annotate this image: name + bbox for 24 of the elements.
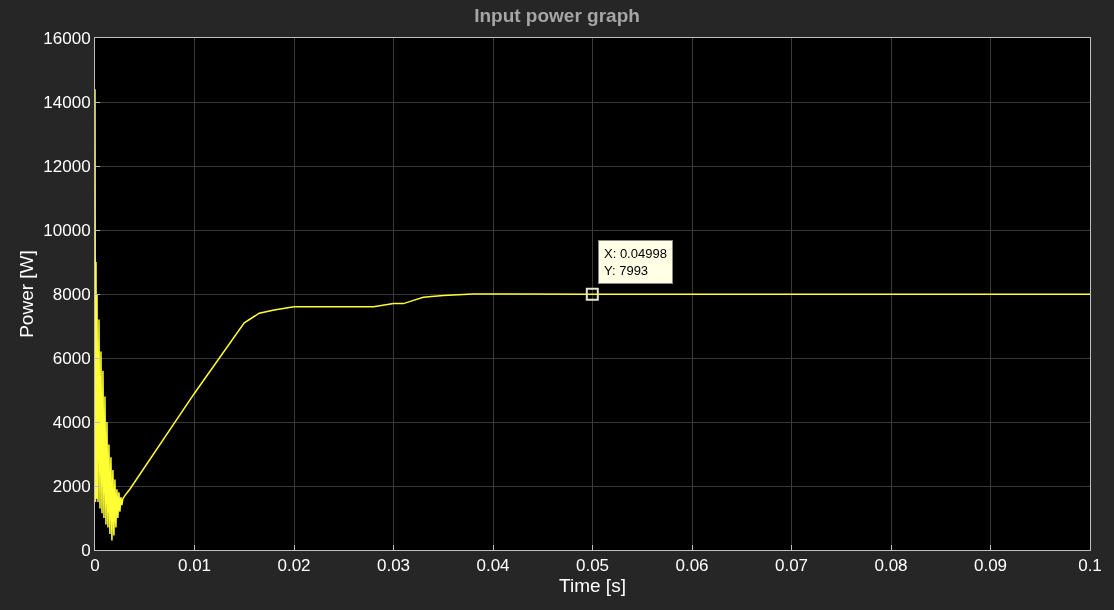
line-series	[95, 88, 1090, 542]
y-tick-label: 12000	[43, 156, 91, 176]
x-tick-label: 0.01	[177, 556, 212, 576]
y-tick-label: 4000	[52, 412, 91, 432]
x-tick-label: 0.09	[973, 556, 1008, 576]
x-tick-label: 0.07	[774, 556, 809, 576]
annotation: X: 0.04998 Y: 7993	[604, 246, 667, 278]
x-tick-label: 0.1	[1078, 556, 1102, 576]
y-tick-label: 14000	[43, 92, 91, 112]
x-tick-label: 0.03	[376, 556, 411, 576]
y-tick-label: 6000	[52, 348, 91, 368]
y-tick-label: 16000	[43, 28, 91, 48]
chart-title: Input power graph	[474, 5, 640, 27]
x-tick-label: 0.06	[675, 556, 709, 576]
x-axis-title: Time [s]	[559, 575, 626, 597]
x-tick-label: 0.02	[277, 556, 311, 576]
y-tick-label: 0	[81, 540, 91, 560]
x-tick-label: 0.05	[575, 556, 610, 576]
x-tick-label: 0.08	[874, 556, 908, 576]
y-tick-label: 8000	[52, 284, 91, 304]
y-tick-label: 2000	[52, 476, 91, 496]
y-axis-title: Power [W]	[16, 250, 38, 338]
y-tick-label: 10000	[43, 220, 91, 240]
x-tick-label: 0.04	[476, 556, 510, 576]
